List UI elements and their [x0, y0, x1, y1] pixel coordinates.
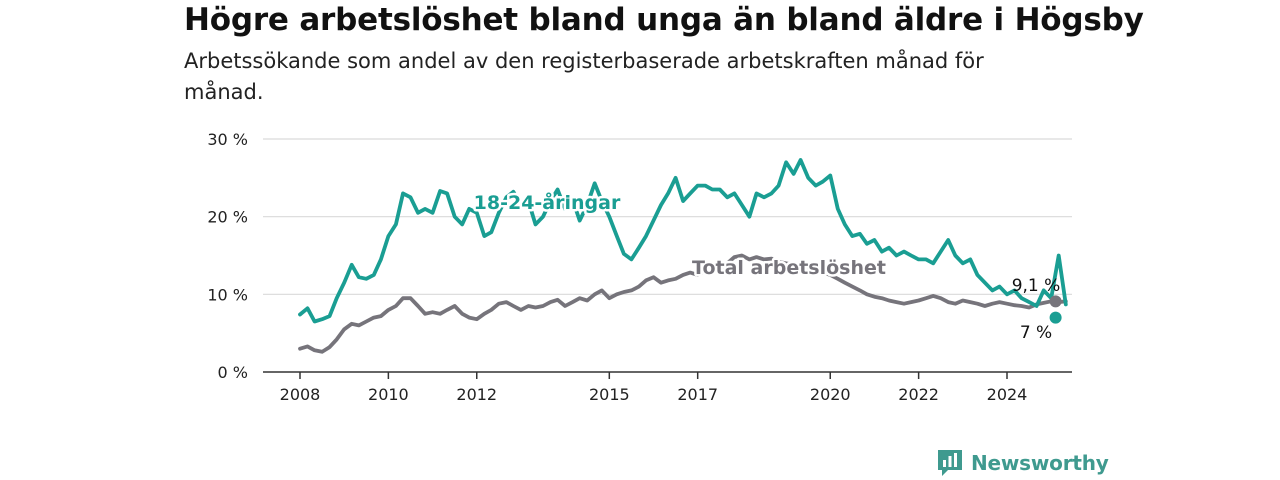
series-line-18-24	[298, 158, 1068, 324]
y-tick-label: 0 %	[218, 363, 248, 382]
chart-subtitle: Arbetssökande som andel av den registerb…	[184, 49, 984, 104]
bar-chart-speech-bubble-icon	[938, 450, 962, 476]
y-axis-ticks: 0 % 10 % 20 % 30 %	[207, 130, 248, 382]
x-tick-label: 2010	[368, 385, 409, 404]
series-name-label-18-24: 18-24-åringar	[474, 190, 621, 214]
series-end-dot-total	[1049, 295, 1062, 308]
y-tick-label: 30 %	[207, 130, 248, 149]
y-tick-label: 10 %	[207, 285, 248, 304]
x-axis-ticks: 2008 2010 2012 2015 2017 2020 2022 2024	[280, 372, 1028, 404]
brand-name: Newsworthy	[971, 451, 1109, 475]
series-name-label-total: Total arbetslöshet	[692, 257, 886, 279]
series-end-label-18-24: 7 %	[1020, 323, 1052, 343]
series-labels: 9,1 % 7 % 18-24-åringar Total arbetslöshet	[471, 188, 1062, 343]
chart-title: Högre arbetslöshet bland unga än bland ä…	[184, 2, 1144, 38]
brand-logo: Newsworthy	[936, 448, 1109, 478]
series-line-total	[298, 253, 1068, 354]
series-end-label-total: 9,1 %	[1012, 276, 1061, 296]
x-tick-label: 2024	[987, 385, 1028, 404]
series-end-dot-18-24	[1049, 311, 1062, 324]
y-tick-label: 20 %	[207, 208, 248, 227]
series-lines	[298, 158, 1068, 354]
x-tick-label: 2008	[280, 385, 321, 404]
gridlines	[263, 138, 1072, 295]
x-tick-label: 2020	[810, 385, 851, 404]
x-tick-label: 2017	[677, 385, 718, 404]
x-tick-label: 2015	[589, 385, 630, 404]
x-tick-label: 2022	[898, 385, 939, 404]
x-tick-label: 2012	[456, 385, 497, 404]
